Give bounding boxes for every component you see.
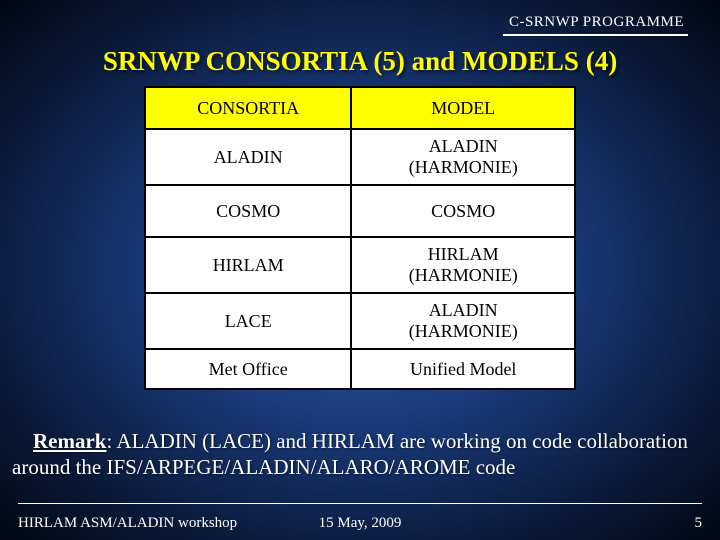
cell-model: Unified Model (351, 349, 575, 389)
cell-model: HIRLAM(HARMONIE) (351, 237, 575, 293)
table-row: LACEALADIN(HARMONIE) (145, 293, 575, 349)
cell-consortia: COSMO (145, 185, 351, 237)
footer-divider (18, 503, 702, 504)
table-row: HIRLAMHIRLAM(HARMONIE) (145, 237, 575, 293)
table-row: Met OfficeUnified Model (145, 349, 575, 389)
table-row: ALADINALADIN(HARMONIE) (145, 129, 575, 185)
programme-label: C-SRNWP PROGRAMME (509, 14, 684, 31)
cell-consortia: LACE (145, 293, 351, 349)
remark-rest: : ALADIN (LACE) and HIRLAM are working o… (12, 429, 688, 479)
footer-left: HIRLAM ASM/ALADIN workshop (18, 515, 237, 532)
consortia-table: CONSORTIA MODEL ALADINALADIN(HARMONIE)CO… (144, 86, 576, 390)
remark-text: Remark: ALADIN (LACE) and HIRLAM are wor… (12, 428, 708, 481)
table-header-row: CONSORTIA MODEL (145, 87, 575, 129)
column-header-consortia: CONSORTIA (145, 87, 351, 129)
footer-center: 15 May, 2009 (319, 515, 402, 532)
programme-underline (503, 34, 688, 36)
footer: HIRLAM ASM/ALADIN workshop 15 May, 2009 … (18, 515, 702, 532)
cell-model: ALADIN(HARMONIE) (351, 129, 575, 185)
footer-right: 5 (695, 515, 703, 532)
cell-model: COSMO (351, 185, 575, 237)
consortia-table-wrap: CONSORTIA MODEL ALADINALADIN(HARMONIE)CO… (144, 86, 576, 390)
cell-consortia: HIRLAM (145, 237, 351, 293)
cell-consortia: Met Office (145, 349, 351, 389)
slide-title: SRNWP CONSORTIA (5) and MODELS (4) (0, 46, 720, 77)
cell-model: ALADIN(HARMONIE) (351, 293, 575, 349)
column-header-model: MODEL (351, 87, 575, 129)
cell-consortia: ALADIN (145, 129, 351, 185)
remark-lead: Remark (33, 429, 106, 453)
table-row: COSMOCOSMO (145, 185, 575, 237)
